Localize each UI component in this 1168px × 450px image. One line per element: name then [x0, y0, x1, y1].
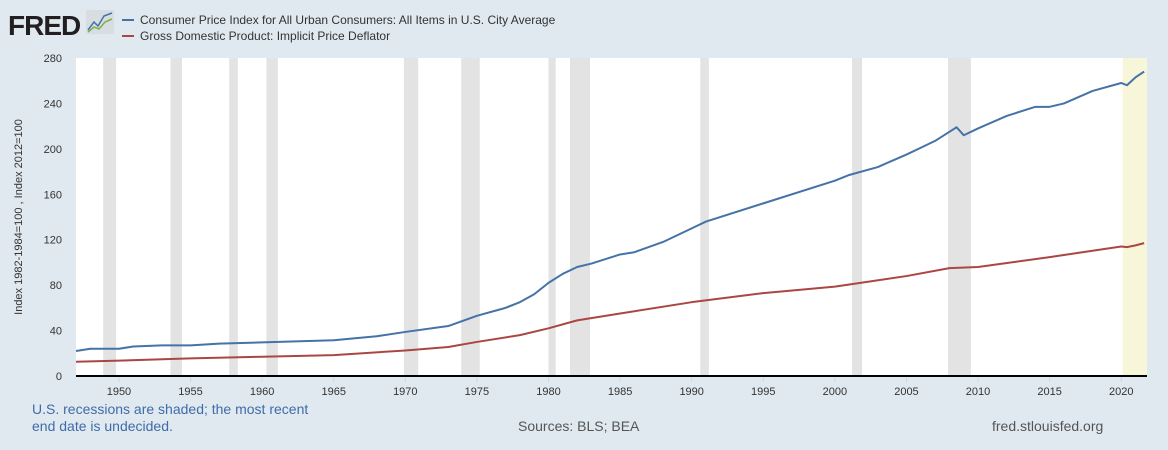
fred-url[interactable]: fred.stlouisfed.org — [992, 418, 1104, 434]
x-tick-label: 2010 — [966, 386, 990, 398]
x-tick-label: 1970 — [393, 386, 417, 398]
x-tick-label: 1955 — [178, 386, 202, 398]
y-tick-label: 120 — [44, 235, 62, 247]
recession-band — [700, 58, 709, 376]
y-tick-label: 280 — [44, 53, 62, 65]
recession-band — [947, 58, 971, 376]
fred-logo[interactable]: FRED — [8, 10, 81, 41]
recession-note: U.S. recessions are shaded; the most rec… — [32, 401, 309, 434]
recent-recession-band — [1122, 58, 1147, 376]
y-tick-label: 40 — [50, 326, 62, 338]
y-axis-label: Index 1982-1984=100 , Index 2012=100 — [13, 119, 25, 315]
x-tick-label: 2000 — [823, 386, 847, 398]
x-tick-label: 1985 — [608, 386, 632, 398]
recession-band — [103, 58, 117, 376]
x-tick-label: 1990 — [679, 386, 703, 398]
y-tick-label: 160 — [44, 189, 62, 201]
x-tick-label: 2020 — [1109, 386, 1133, 398]
recession-band — [266, 58, 278, 376]
recession-band — [461, 58, 480, 376]
recession-band — [403, 58, 419, 376]
recession-band — [170, 58, 182, 376]
recession-band — [548, 58, 556, 376]
legend-item-gdp-deflator: Gross Domestic Product: Implicit Price D… — [122, 28, 555, 44]
x-tick-label: 1995 — [751, 386, 775, 398]
y-tick-label: 80 — [50, 280, 62, 292]
x-tick-label: 1980 — [536, 386, 560, 398]
legend-item-cpi: Consumer Price Index for All Urban Consu… — [122, 12, 555, 28]
x-tick-label: 2005 — [894, 386, 918, 398]
chart-logo-icon — [86, 10, 114, 34]
legend: Consumer Price Index for All Urban Consu… — [122, 12, 555, 44]
x-tick-label: 1965 — [321, 386, 345, 398]
recession-band — [229, 58, 238, 376]
recession-band — [569, 58, 591, 376]
sources: Sources: BLS; BEA — [518, 418, 640, 434]
y-tick-label: 0 — [56, 371, 62, 383]
series-line-0 — [75, 70, 1145, 353]
x-tick-label: 1950 — [107, 386, 131, 398]
series-line-1 — [75, 242, 1145, 363]
recession-band — [852, 58, 863, 376]
x-tick-label: 1975 — [465, 386, 489, 398]
x-tick-label: 2015 — [1037, 386, 1061, 398]
y-tick-label: 200 — [44, 144, 62, 156]
x-tick-label: 1960 — [250, 386, 274, 398]
y-tick-label: 240 — [44, 98, 62, 110]
